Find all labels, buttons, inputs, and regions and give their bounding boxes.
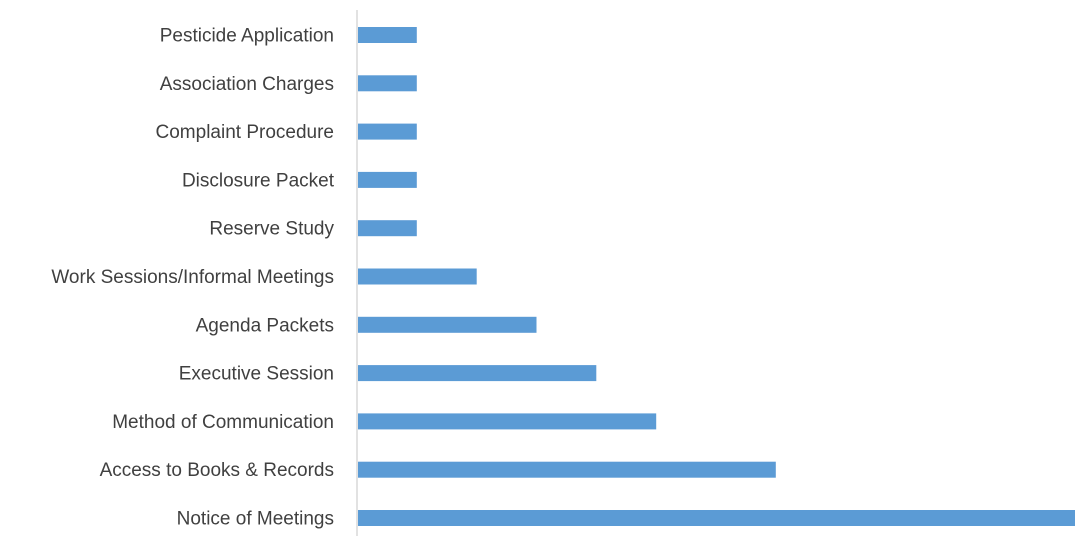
bar-5 xyxy=(358,268,477,285)
category-labels-group: Pesticide Application Association Charges… xyxy=(51,26,334,530)
category-label-4: Reserve Study xyxy=(209,219,334,240)
bar-3 xyxy=(358,171,417,188)
category-label-7: Executive Session xyxy=(179,364,334,385)
bar-1 xyxy=(358,75,417,92)
category-label-1: Association Charges xyxy=(160,74,334,95)
category-label-3: Disclosure Packet xyxy=(182,170,335,191)
category-label-10: Notice of Meetings xyxy=(177,509,334,530)
category-label-0: Pesticide Application xyxy=(160,26,334,47)
bars-group xyxy=(358,27,1075,526)
category-label-9: Access to Books & Records xyxy=(100,460,334,481)
bar-7 xyxy=(358,365,597,382)
category-label-6: Agenda Packets xyxy=(196,315,334,336)
bar-8 xyxy=(358,413,657,430)
bar-10 xyxy=(358,510,1075,526)
bar-2 xyxy=(358,123,417,140)
category-label-8: Method of Communication xyxy=(112,412,334,433)
bar-0 xyxy=(358,27,417,43)
bar-9 xyxy=(358,461,776,478)
bar-4 xyxy=(358,220,417,237)
bar-6 xyxy=(358,316,537,333)
category-label-5: Work Sessions/Informal Meetings xyxy=(51,267,334,288)
category-label-2: Complaint Procedure xyxy=(156,122,334,143)
